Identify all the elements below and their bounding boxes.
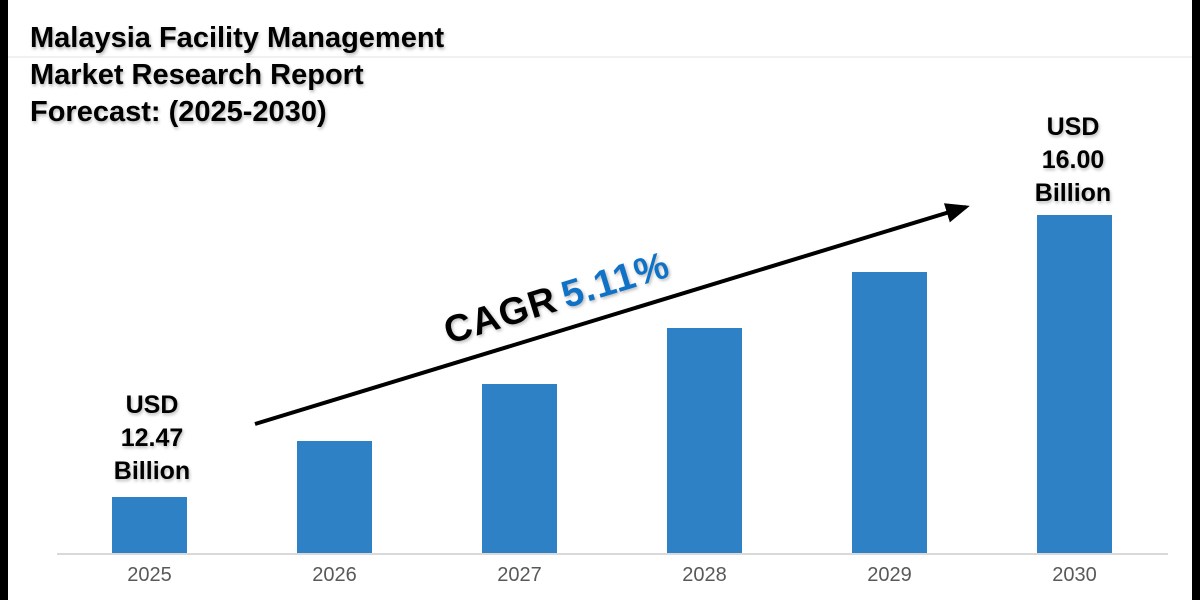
left-border-bar <box>0 0 8 600</box>
chart-title-line-2: Market Research Report <box>30 59 364 91</box>
bar-2029 <box>852 272 927 553</box>
tick-label-2030: 2030 <box>1052 564 1097 586</box>
cagr-label: CAGR <box>439 278 563 353</box>
bar-2025 <box>112 497 187 553</box>
value-label-2030-line-2: 16.00 <box>1041 146 1105 174</box>
value-label-2025: USD 12.47 Billion <box>52 389 252 488</box>
tick-label-2028: 2028 <box>682 564 727 586</box>
value-label-2025-line-3: Billion <box>113 457 191 485</box>
tick-label-2029: 2029 <box>867 564 912 586</box>
bar-2030 <box>1037 215 1112 553</box>
x-axis-line <box>57 553 1168 555</box>
value-label-2025-line-2: 12.47 <box>120 424 184 452</box>
right-border-bar <box>1192 0 1200 600</box>
value-label-2030-line-3: Billion <box>1034 179 1112 207</box>
divider-line <box>8 56 1192 58</box>
tick-label-2027: 2027 <box>497 564 542 586</box>
chart-title: Malaysia Facility Management Market Rese… <box>30 20 444 131</box>
tick-label-2025: 2025 <box>127 564 172 586</box>
bar-2026 <box>297 441 372 553</box>
chart-title-line-1: Malaysia Facility Management <box>30 22 445 54</box>
tick-label-2026: 2026 <box>312 564 357 586</box>
value-label-2025-line-1: USD <box>125 391 179 419</box>
cagr-annotation: CAGR5.11% <box>439 244 675 353</box>
bar-2028 <box>667 328 742 553</box>
value-label-2030: USD 16.00 Billion <box>973 111 1173 210</box>
value-label-2030-line-1: USD <box>1046 113 1100 141</box>
cagr-value: 5.11% <box>556 244 675 317</box>
chart-title-line-3: Forecast: (2025-2030) <box>30 96 327 128</box>
bar-2027 <box>482 384 557 553</box>
